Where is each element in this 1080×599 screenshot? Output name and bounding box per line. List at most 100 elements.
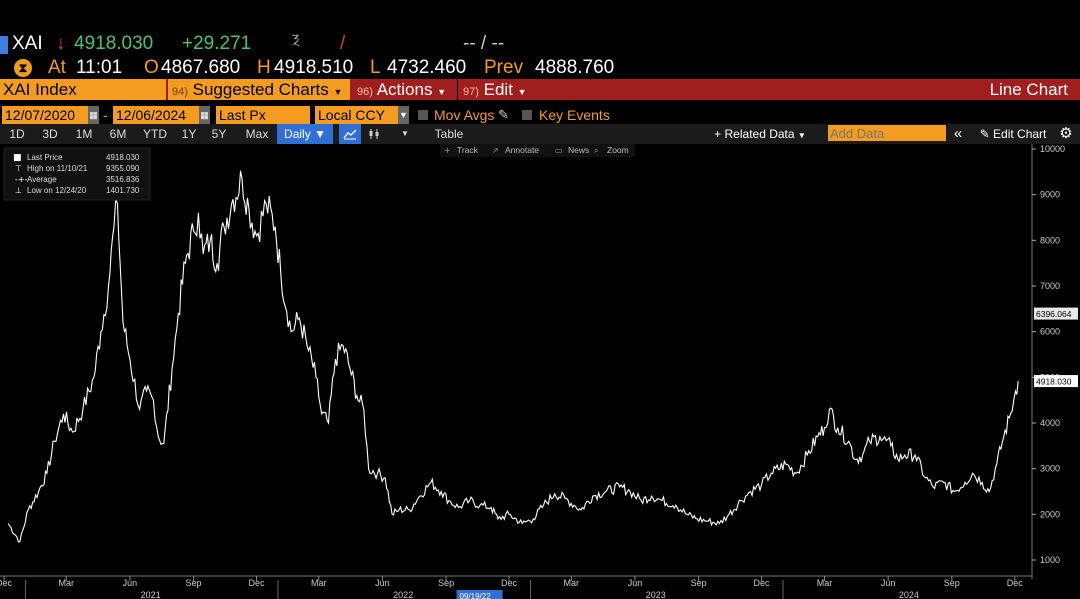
- end-date-field[interactable]: 12/06/2024: [113, 106, 199, 124]
- key-events-checkbox[interactable]: [522, 110, 532, 120]
- legend-value: 9355.090: [106, 164, 140, 173]
- edit-chart-button[interactable]: ✎ Edit Chart: [972, 124, 1054, 144]
- tool-annotate[interactable]: Annotate: [505, 145, 539, 155]
- candlestick-button[interactable]: [365, 124, 383, 144]
- calendar-icon[interactable]: ▦: [88, 106, 99, 124]
- year-label: 2022: [393, 590, 413, 599]
- price-tag: 6396.064: [1034, 307, 1078, 320]
- currency-select[interactable]: Local CCY: [315, 106, 398, 124]
- tool-track[interactable]: Track: [457, 145, 479, 155]
- x-tick-label: Dec: [0, 578, 12, 588]
- range-toolbar: 1D 3D 1M 6M YTD 1Y 5Y Max Daily ▼ ▼ Table + Rel…: [0, 124, 1080, 144]
- range-button-5y[interactable]: 5Y: [211, 127, 227, 141]
- x-tick-label: Jun: [881, 578, 896, 588]
- related-data-menu[interactable]: + Related Data ▼: [704, 124, 816, 144]
- line-style-button[interactable]: [339, 124, 361, 144]
- double-chevron-left-icon: «: [953, 125, 963, 142]
- gear-icon: ⚙: [1059, 125, 1073, 142]
- quote-details: ⧗ At 11:01 O 4867.680 H 4918.510 L 4732.…: [0, 57, 1080, 79]
- high-value: 4918.510: [274, 57, 354, 78]
- x-tick-label: Sep: [186, 578, 202, 588]
- tool-zoom-icon[interactable]: ⌕: [594, 146, 598, 155]
- edit-menu[interactable]: 97) Edit ▼: [457, 79, 533, 100]
- legend-value: 3516.836: [106, 175, 140, 184]
- range-button-3d[interactable]: 3D: [42, 127, 58, 141]
- caret-down-icon: ▼: [437, 87, 447, 97]
- key-events-label[interactable]: Key Events: [539, 107, 610, 123]
- range-button-1y[interactable]: 1Y: [181, 127, 197, 141]
- x-tick-label: Mar: [59, 578, 75, 588]
- net-change: +29.271: [182, 33, 252, 54]
- start-date: 12/07/2020: [5, 107, 76, 123]
- chart-style-dropdown[interactable]: ▼: [398, 124, 412, 144]
- edit-chart-label: Edit Chart: [993, 127, 1047, 141]
- security-marker: [0, 36, 8, 54]
- mov-avgs-checkbox[interactable]: [418, 110, 428, 120]
- menu-bar: XAI Index 94) Suggested Charts ▼ 96) Act…: [0, 79, 1080, 100]
- legend-box: [3, 147, 151, 201]
- range-button-6m[interactable]: 6M: [109, 127, 127, 141]
- y-tick-label: 1000: [1040, 555, 1060, 565]
- clock-icon: ⧗: [14, 59, 32, 77]
- legend-marker: -+-: [15, 175, 28, 184]
- frequency-select[interactable]: Daily ▼: [277, 124, 333, 144]
- prev-label: Prev: [484, 57, 524, 78]
- plus-icon: +: [714, 127, 722, 141]
- line-chart-icon: [343, 129, 357, 140]
- price-field: Last Px: [219, 107, 266, 123]
- tool-news[interactable]: News: [568, 145, 589, 155]
- price-line[interactable]: [7, 170, 1019, 543]
- low-label: L: [370, 57, 381, 78]
- bid-ask: -- / --: [463, 33, 505, 54]
- x-tick-label: Sep: [438, 578, 454, 588]
- suggested-charts-menu[interactable]: 94) Suggested Charts ▼: [168, 79, 350, 100]
- mov-avgs-label[interactable]: Mov Avgs: [434, 107, 495, 123]
- x-tick-label: Dec: [501, 578, 518, 588]
- ticker[interactable]: XAI: [12, 33, 43, 54]
- y-tick-label: 3000: [1040, 464, 1060, 474]
- y-tick-label: 7000: [1040, 281, 1060, 291]
- legend-marker: ⊤: [15, 164, 22, 173]
- pencil-icon[interactable]: ✎: [498, 107, 509, 122]
- x-tick-label: Sep: [944, 578, 960, 588]
- year-label: 2021: [141, 590, 161, 599]
- security-name: XAI Index: [3, 80, 77, 99]
- price-field-select[interactable]: Last Px: [216, 106, 310, 124]
- legend-label: Low on 12/24/20: [27, 186, 87, 195]
- range-button-ytd[interactable]: YTD: [143, 127, 167, 141]
- quote-time: 11:01: [76, 57, 123, 78]
- caret-down-icon: ▼: [401, 129, 409, 138]
- start-date-field[interactable]: 12/07/2020: [2, 106, 88, 124]
- tool-track-icon[interactable]: +: [444, 146, 451, 155]
- settings-button[interactable]: ⚙: [1057, 124, 1075, 144]
- table-button[interactable]: Table: [425, 124, 473, 144]
- x-tick-label: Mar: [564, 578, 580, 588]
- y-tick-label: 4000: [1040, 418, 1060, 428]
- y-tick-label: 9000: [1040, 190, 1060, 200]
- chevron-down-icon[interactable]: ▼: [398, 106, 409, 124]
- add-data-input[interactable]: [828, 125, 946, 141]
- x-tick-label: Dec: [754, 578, 771, 588]
- cursor-date: 09/19/22: [460, 592, 492, 599]
- tool-news-icon[interactable]: ▭: [555, 146, 563, 155]
- x-tick-label: Jun: [628, 578, 643, 588]
- x-tick-label: Dec: [249, 578, 266, 588]
- price-tag-label: 4918.030: [1036, 377, 1072, 387]
- collapse-button[interactable]: «: [950, 124, 966, 144]
- price-chart[interactable]: + Track ↗ Annotate ▭ News ⌕ Zoom ■ Last Price 491…: [0, 144, 1080, 599]
- actions-menu[interactable]: 96) Actions ▼: [352, 79, 455, 100]
- pencil-icon: ✎: [979, 127, 990, 141]
- cursor-date-box: [456, 590, 503, 599]
- high-label: H: [257, 57, 271, 78]
- tool-annotate-icon[interactable]: ↗: [492, 146, 499, 155]
- x-tick-label: Jun: [123, 578, 138, 588]
- last-price: 4918.030: [74, 33, 154, 54]
- price-tag-box: [1034, 307, 1078, 320]
- tool-zoom[interactable]: Zoom: [607, 145, 629, 155]
- range-button-max[interactable]: Max: [245, 127, 269, 141]
- range-button-1d[interactable]: 1D: [9, 127, 25, 141]
- price-tag: 4918.030: [1034, 375, 1078, 388]
- security-field[interactable]: XAI Index: [0, 79, 166, 100]
- calendar-icon[interactable]: ▦: [199, 106, 210, 124]
- range-button-1m[interactable]: 1M: [75, 127, 93, 141]
